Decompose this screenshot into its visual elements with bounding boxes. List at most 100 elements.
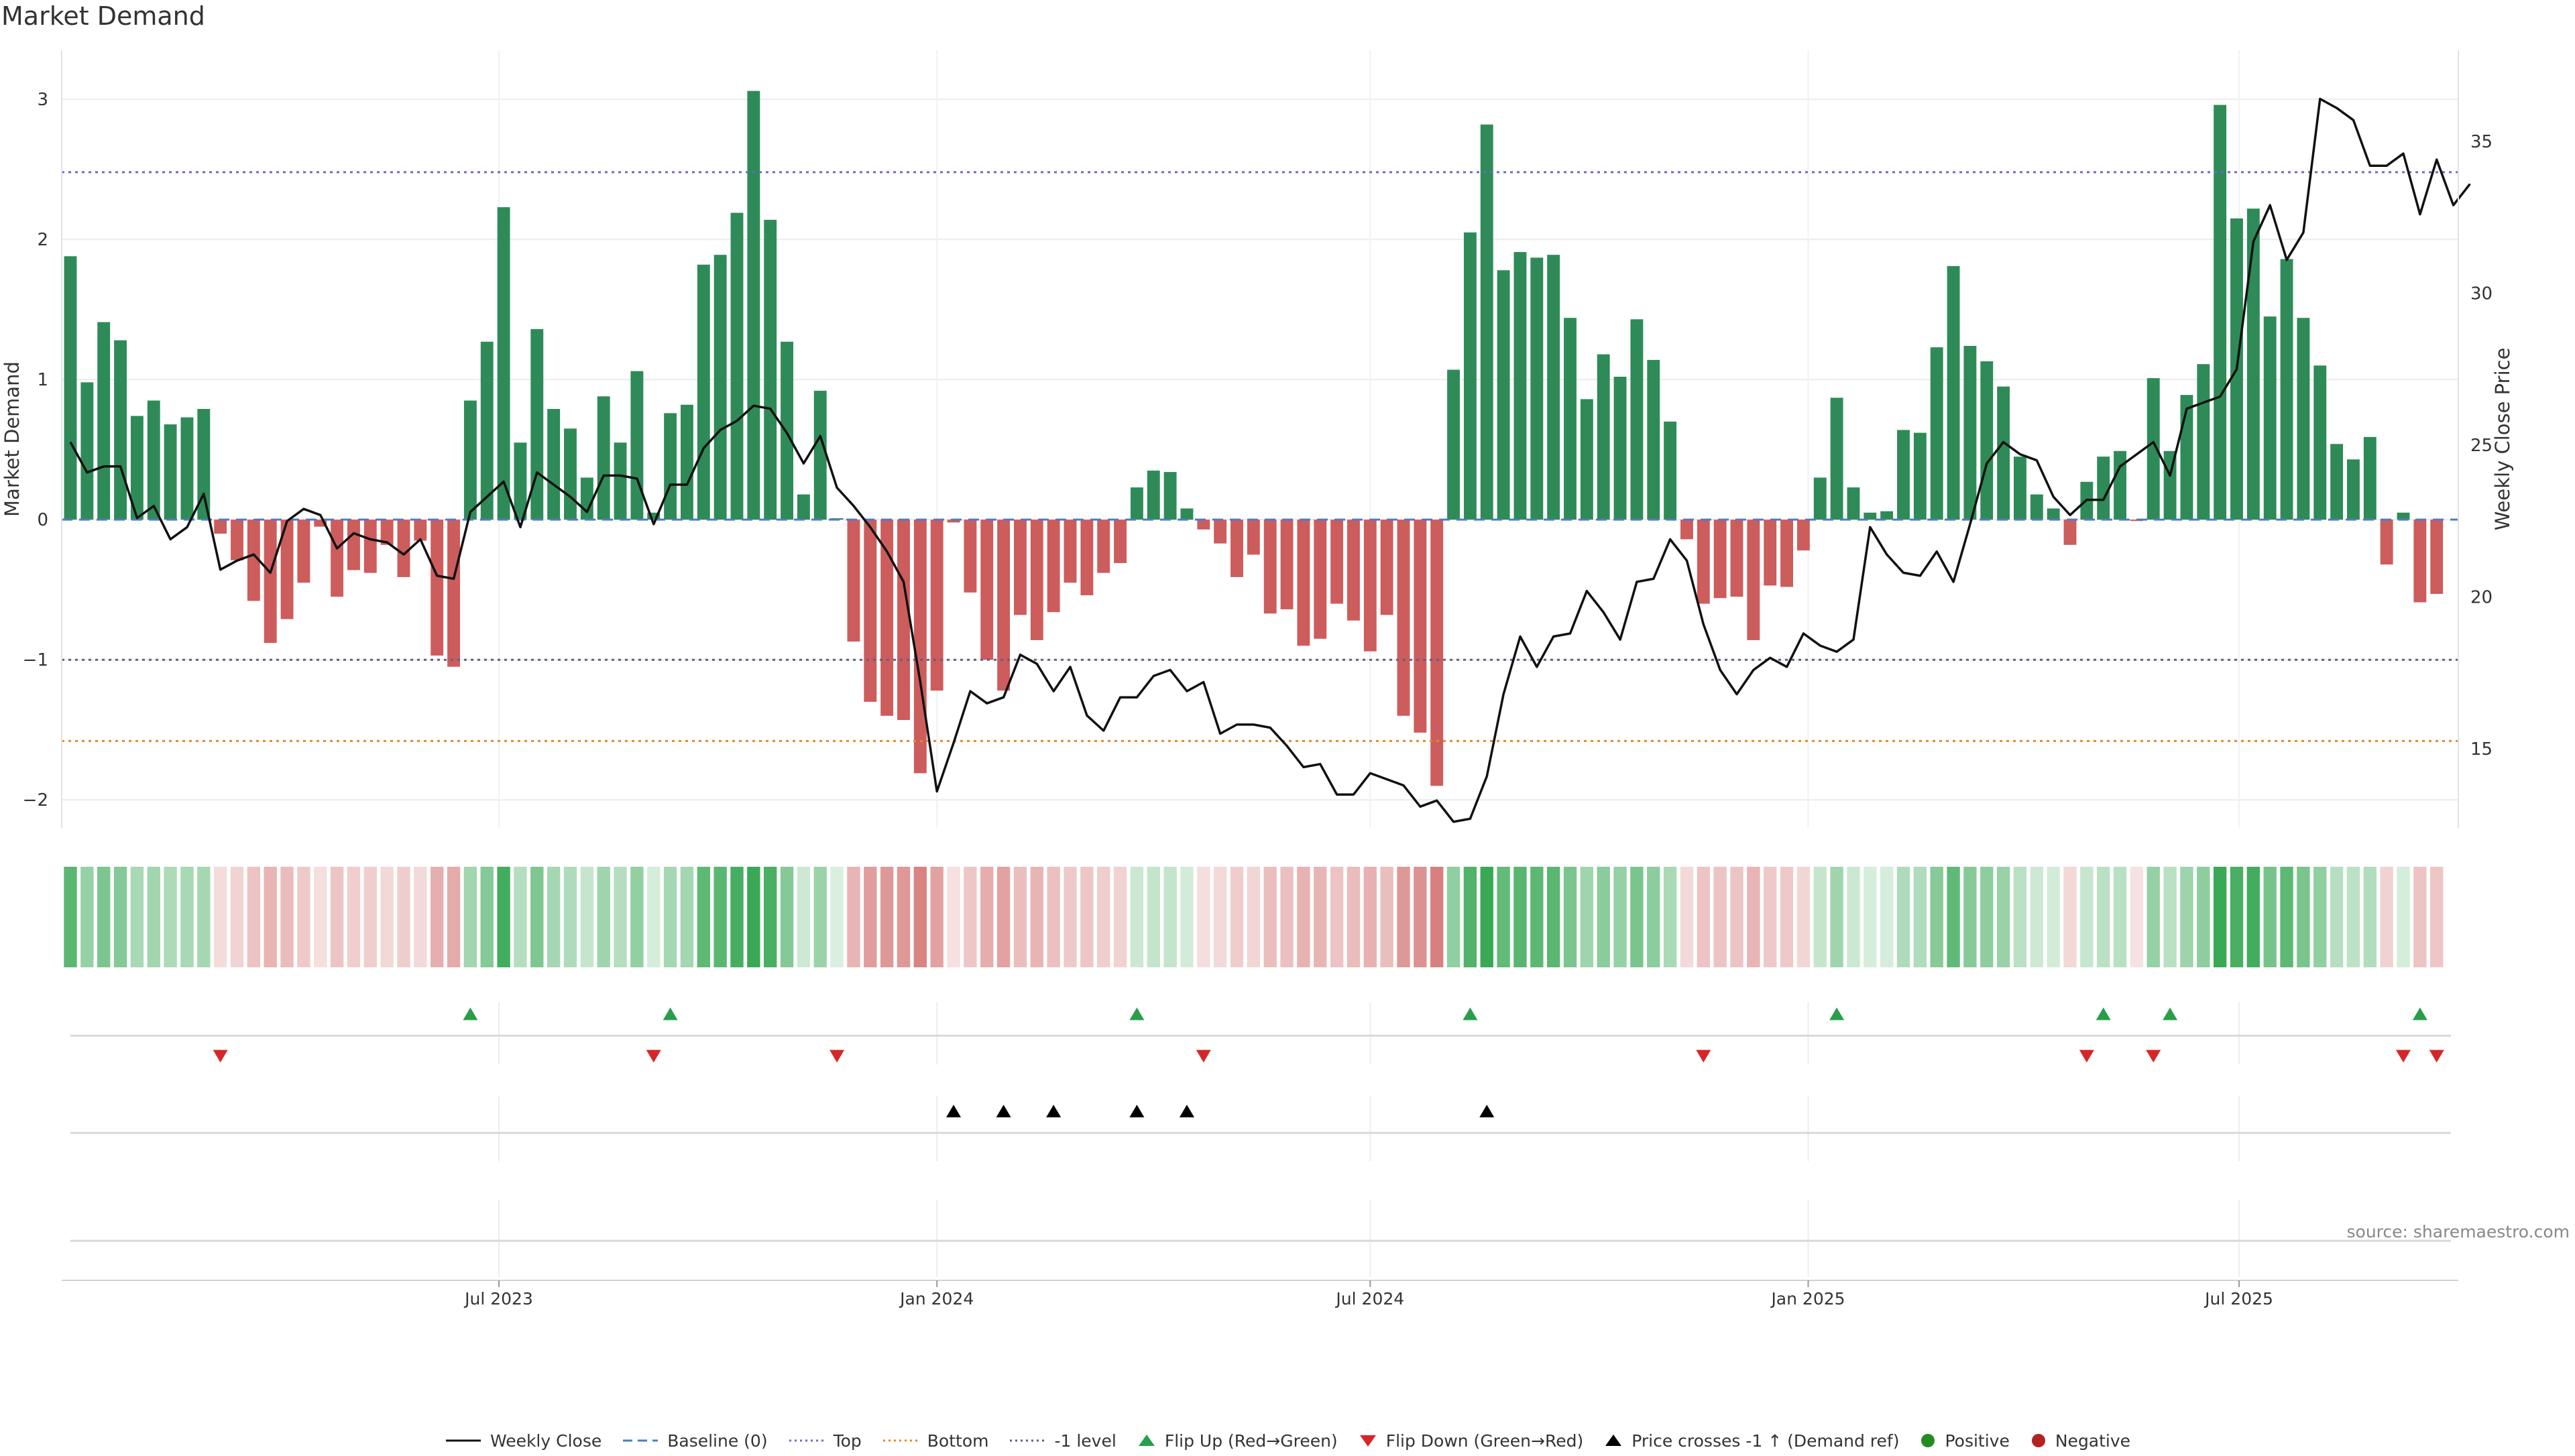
demand-bar [1530, 257, 1544, 520]
heat-cell [880, 867, 894, 967]
demand-bar [2263, 316, 2277, 520]
demand-bar [1097, 520, 1110, 573]
flip-down-marker [2146, 1050, 2161, 1063]
demand-bar [1747, 520, 1760, 640]
heat-cell [964, 867, 977, 967]
legend-close-swatch [445, 1439, 481, 1442]
demand-bar [913, 520, 927, 774]
demand-bar [764, 219, 777, 520]
y-tick-label: −2 [23, 790, 48, 810]
heat-cell [1847, 867, 1860, 967]
demand-bar [614, 442, 627, 520]
demand-bar [1030, 520, 1043, 640]
heat-cell [1730, 867, 1743, 967]
heat-cell [1930, 867, 1943, 967]
heat-cell [2380, 867, 2393, 967]
demand-heat-strip [64, 867, 2444, 967]
heat-cell [980, 867, 994, 967]
heat-cell [2063, 867, 2077, 967]
demand-bar [664, 413, 677, 520]
heat-cell [747, 867, 760, 967]
heat-cell [2413, 867, 2427, 967]
demand-bar [2330, 444, 2344, 520]
heat-cell [2130, 867, 2144, 967]
demand-bar [114, 340, 127, 520]
demand-bar [1796, 520, 1810, 551]
heat-cell [2230, 867, 2244, 967]
heat-cell [563, 867, 577, 967]
heat-cell [1497, 867, 1510, 967]
demand-bar [1480, 124, 1493, 520]
demand-bar [514, 442, 527, 520]
heat-cell [680, 867, 694, 967]
heat-cell [1097, 867, 1110, 967]
demand-bar [1430, 520, 1444, 786]
demand-bar [1280, 520, 1294, 609]
y2-tick-label: 20 [2470, 588, 2493, 608]
legend-label: Positive [1945, 1431, 2010, 1451]
demand-bar [1813, 477, 1827, 520]
demand-bar [747, 90, 760, 520]
triangle-up-icon [1138, 1435, 1155, 1446]
legend-item-baseline: Baseline (0) [622, 1431, 768, 1451]
demand-bar [1247, 520, 1260, 555]
heat-cell [1530, 867, 1544, 967]
legend-label: Flip Up (Red→Green) [1164, 1431, 1338, 1451]
demand-bar [80, 382, 94, 520]
demand-bar [1163, 472, 1177, 520]
heat-cell [647, 867, 661, 967]
x-tick-label: Jul 2025 [2204, 1289, 2273, 1309]
demand-bar [2214, 105, 2227, 520]
heat-cell [1247, 867, 1261, 967]
heat-cell [1513, 867, 1527, 967]
heat-cell [1163, 867, 1177, 967]
demand-bar [1864, 512, 1877, 520]
heat-cell [1764, 867, 1777, 967]
heat-cell [614, 867, 627, 967]
heat-cell [113, 867, 127, 967]
demand-bar [447, 520, 460, 667]
heat-cell [2147, 867, 2160, 967]
demand-bar [1980, 361, 1994, 520]
heat-cell [1330, 867, 1344, 967]
heat-cell [1230, 867, 1244, 967]
heat-cell [2430, 867, 2444, 967]
demand-bar [2047, 508, 2060, 520]
demand-bar [964, 520, 977, 593]
price-cross-panel [70, 1096, 2451, 1161]
demand-bar [1114, 520, 1127, 563]
legend-label: -1 level [1054, 1431, 1117, 1451]
demand-bar [1047, 520, 1060, 613]
heat-cell [1713, 867, 1727, 967]
price-cross-marker [1046, 1105, 1062, 1117]
demand-bar [314, 520, 327, 527]
heat-cell [80, 867, 94, 967]
heat-cell [1197, 867, 1210, 967]
demand-bar [1930, 347, 1943, 520]
demand-bar [1664, 421, 1677, 520]
heat-cell [1546, 867, 1560, 967]
heat-cell [514, 867, 527, 967]
legend-item-positive: Positive [1919, 1431, 2010, 1451]
demand-bar [1130, 487, 1143, 520]
y-axis-label: Market Demand [1, 361, 23, 517]
heat-cell [164, 867, 177, 967]
flip-down-marker [829, 1050, 845, 1063]
heat-cell [2363, 867, 2377, 967]
demand-bar [630, 371, 644, 520]
demand-bar [1064, 520, 1077, 583]
legend-label: Top [833, 1431, 862, 1451]
x-axis: Jul 2023 Jan 2024 Jul 2024 Jan 2025 Jul 2025 [62, 1280, 2458, 1309]
demand-bar [1447, 369, 1460, 520]
demand-bar [1363, 520, 1377, 652]
demand-bar [1180, 508, 1194, 520]
heat-cell [480, 867, 494, 967]
legend-item-cross: Price crosses -1 ↑ (Demand ref) [1603, 1431, 1899, 1451]
legend-label: Baseline (0) [667, 1431, 768, 1451]
y2-tick-label: 25 [2470, 436, 2493, 456]
demand-bar [1547, 255, 1560, 520]
demand-bar [2313, 365, 2327, 520]
demand-bar [97, 322, 111, 520]
demand-bar [2147, 378, 2160, 520]
heat-cell [2246, 867, 2261, 967]
